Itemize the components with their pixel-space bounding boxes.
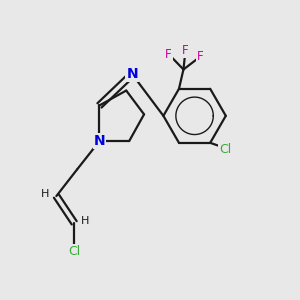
Text: H: H: [81, 216, 90, 226]
Text: Cl: Cl: [219, 143, 231, 156]
Text: Cl: Cl: [68, 245, 80, 258]
Text: F: F: [196, 50, 203, 64]
Text: F: F: [182, 44, 189, 57]
Text: F: F: [165, 47, 172, 61]
Text: N: N: [94, 134, 105, 148]
Text: N: N: [126, 67, 138, 81]
Text: H: H: [41, 189, 49, 199]
